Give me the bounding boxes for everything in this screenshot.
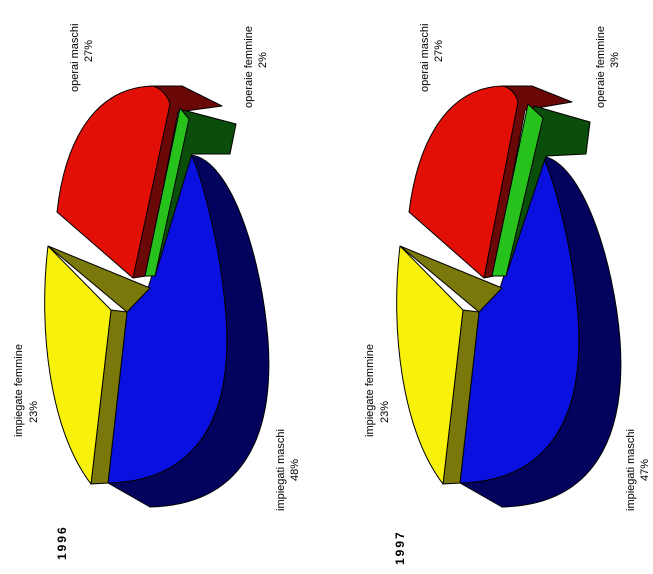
year-label-1996: 1996 [55,525,69,560]
label-1997-operai-maschi: operai maschi [419,24,431,92]
year-label-1997: 1997 [393,530,407,565]
label-1996-operai-maschi: operai maschi [69,24,81,92]
pie-chart-1996 [44,85,270,508]
label-1996-impiegate-femmine: impiegate femmine [13,344,25,437]
value-1996-impiegate-femmine: 23% [28,401,40,423]
slice-1997-impiegate-femmine [396,245,464,485]
value-1996-impiegati-maschi: 48% [289,459,301,481]
value-1997-impiegati-maschi: 47% [639,459,651,481]
value-1997-operai-maschi: 27% [433,40,445,62]
slice-1997-operai-maschi [408,85,519,279]
labels-1996: operai maschi 27% operaie femmine 2% imp… [13,24,301,560]
value-1997-impiegate-femmine: 23% [379,401,391,423]
pie-chart-1997 [396,85,622,508]
slice-1996-impiegate-femmine [44,245,112,485]
slice-1997-impiegati-maschi [459,155,580,484]
label-1996-impiegati-maschi: impiegati maschi [275,429,287,511]
value-1996-operai-maschi: 27% [83,40,95,62]
label-1997-impiegati-maschi: impiegati maschi [625,429,637,511]
slice-1996-operai-maschi [56,85,171,279]
slice-1996-impiegati-maschi [107,154,228,484]
labels-1997: operai maschi 27% operaie femmine 3% imp… [364,24,651,565]
slice-1996-operaie-femmine [144,107,190,277]
value-1996-operaie-femmine: 2% [257,52,269,68]
label-1996-operaie-femmine: operaie femmine [243,26,255,108]
value-1997-operaie-femmine: 3% [609,52,621,68]
label-1997-impiegate-femmine: impiegate femmine [364,344,376,437]
label-1997-operaie-femmine: operaie femmine [595,26,607,108]
slice-1997-operaie-femmine [491,103,544,277]
